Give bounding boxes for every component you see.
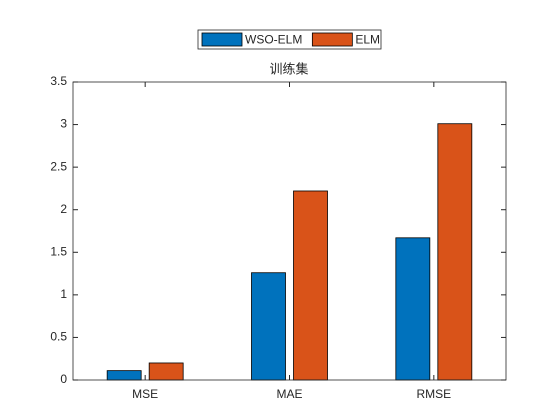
y-tick-label: 2.5 xyxy=(50,159,67,173)
legend-swatch xyxy=(201,32,243,47)
y-tick-label: 3.5 xyxy=(50,74,67,88)
x-tick-label: MSE xyxy=(132,387,158,401)
legend-label: WSO-ELM xyxy=(245,33,302,47)
bar xyxy=(106,370,142,381)
bar xyxy=(395,237,431,381)
y-tick-label: 3 xyxy=(60,117,67,131)
bar xyxy=(293,190,328,381)
legend-label: ELM xyxy=(355,33,380,47)
y-tick-label: 0.5 xyxy=(50,330,67,344)
bar xyxy=(251,272,286,381)
y-tick-label: 2 xyxy=(60,202,67,216)
x-tick-label: RMSE xyxy=(416,387,451,401)
y-tick-label: 1.5 xyxy=(50,244,67,258)
bar xyxy=(148,362,184,381)
y-tick-label: 0 xyxy=(60,372,67,386)
x-tick-label: MAE xyxy=(276,387,302,401)
y-tick-label: 1 xyxy=(60,287,67,301)
bar xyxy=(437,123,473,381)
chart-title: 训练集 xyxy=(269,61,308,76)
axes-box xyxy=(72,81,507,381)
legend-swatch xyxy=(311,32,353,47)
